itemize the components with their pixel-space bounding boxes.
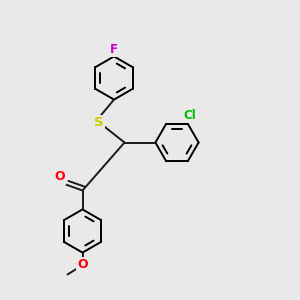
Text: F: F [110, 43, 118, 56]
Text: O: O [77, 257, 88, 271]
Text: Cl: Cl [183, 109, 196, 122]
Text: S: S [94, 116, 104, 130]
Text: O: O [55, 170, 65, 184]
